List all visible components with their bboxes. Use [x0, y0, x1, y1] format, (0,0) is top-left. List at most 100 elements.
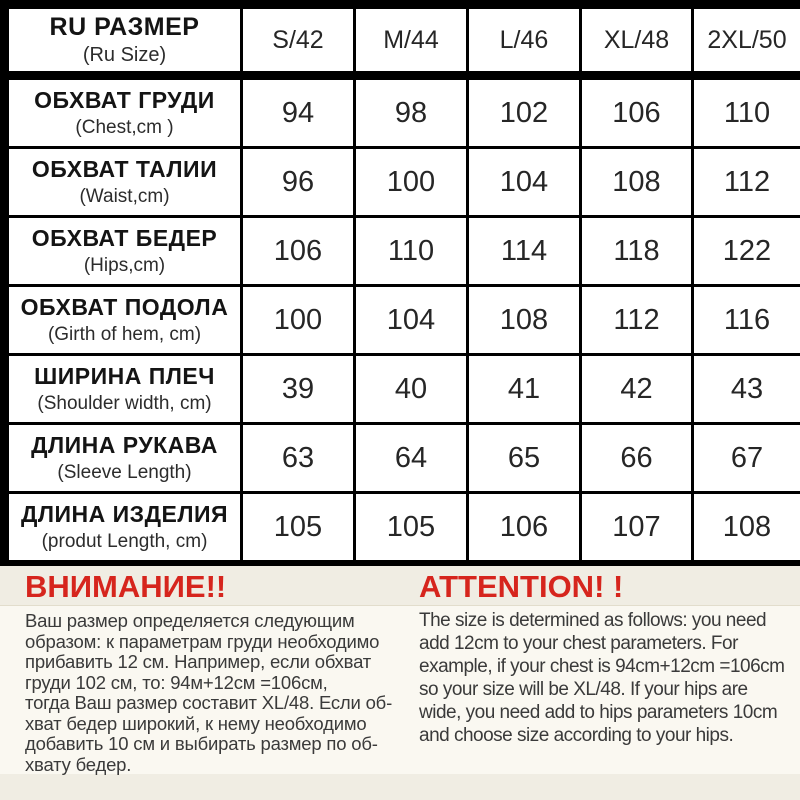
cell-value: 106	[273, 234, 323, 267]
cell-value: 108	[499, 303, 549, 336]
row-label-ru: ОБХВАТ ТАЛИИ	[31, 156, 218, 182]
cell-value: 104	[386, 303, 436, 336]
attention-heading-ru: ВНИМАНИЕ!!	[25, 569, 227, 604]
size-label: M/44	[383, 25, 439, 54]
value-cell: 105	[240, 491, 356, 568]
cell-value: 39	[281, 372, 315, 405]
size-column-header: XL/48	[579, 3, 694, 80]
table-row-sleeve: ДЛИНА РУКАВА (Sleeve Length) 63 64 65 66…	[3, 422, 800, 494]
row-label-cell: ОБХВАТ ТАЛИИ (Waist,cm)	[3, 146, 243, 218]
table-row-shoulder: ШИРИНА ПЛЕЧ (Shoulder width, cm) 39 40 4…	[3, 353, 800, 425]
size-column-header: L/46	[466, 3, 582, 80]
cell-value: 104	[499, 165, 549, 198]
table-row-hips: ОБХВАТ БЕДЕР (Hips,cm) 106 110 114 118 1…	[3, 215, 800, 287]
row-label-cell: ОБХВАТ ГРУДИ (Chest,cm )	[3, 74, 243, 149]
value-cell: 107	[579, 491, 694, 568]
row-label-cell: ОБХВАТ ПОДОЛА (Girth of hem, cm)	[3, 284, 243, 356]
value-cell: 116	[691, 284, 800, 356]
notes-section: ВНИМАНИЕ!! ATTENTION! ! Ваш размер опред…	[0, 566, 800, 800]
value-cell: 112	[579, 284, 694, 356]
value-cell: 100	[353, 146, 469, 218]
value-cell: 104	[466, 146, 582, 218]
value-cell: 41	[466, 353, 582, 425]
header-label-en: (Ru Size)	[82, 44, 167, 66]
value-cell: 108	[691, 491, 800, 568]
value-cell: 104	[353, 284, 469, 356]
cell-value: 106	[612, 96, 661, 129]
size-column-header: 2XL/50	[691, 3, 800, 80]
cell-value: 107	[612, 510, 661, 543]
value-cell: 40	[353, 353, 469, 425]
cell-value: 105	[386, 510, 436, 543]
row-label-en: (Girth of hem, cm)	[47, 324, 202, 345]
value-cell: 110	[691, 74, 800, 149]
value-cell: 105	[353, 491, 469, 568]
cell-value: 43	[730, 372, 764, 405]
row-label-ru: ОБХВАТ БЕДЕР	[31, 225, 218, 251]
size-column-header: S/42	[240, 3, 356, 80]
cell-value: 112	[613, 303, 660, 336]
header-label-cell: RU РАЗМЕР (Ru Size)	[3, 3, 243, 80]
row-label-en: (Waist,cm)	[79, 186, 170, 207]
row-label-en: (Shoulder width, cm)	[37, 393, 212, 414]
value-cell: 106	[240, 215, 356, 287]
row-label-cell: ОБХВАТ БЕДЕР (Hips,cm)	[3, 215, 243, 287]
value-cell: 106	[466, 491, 582, 568]
row-label-ru: ШИРИНА ПЛЕЧ	[34, 363, 215, 389]
cell-value: 114	[500, 234, 548, 267]
cell-value: 122	[722, 234, 772, 267]
value-cell: 96	[240, 146, 356, 218]
header-label-ru: RU РАЗМЕР	[49, 13, 200, 41]
size-label: S/42	[272, 25, 324, 54]
value-cell: 102	[466, 74, 582, 149]
cell-value: 63	[281, 441, 315, 474]
table-row-product-length: ДЛИНА ИЗДЕЛИЯ (produt Length, cm) 105 10…	[3, 491, 800, 568]
cell-value: 106	[499, 510, 549, 543]
value-cell: 110	[353, 215, 469, 287]
cell-value: 108	[722, 510, 772, 543]
row-label-cell: ШИРИНА ПЛЕЧ (Shoulder width, cm)	[3, 353, 243, 425]
value-cell: 94	[240, 74, 356, 149]
cell-value: 64	[394, 441, 428, 474]
cell-value: 66	[620, 441, 653, 474]
table-row-chest: ОБХВАТ ГРУДИ (Chest,cm ) 94 98 102 106 1…	[3, 74, 800, 149]
cell-value: 116	[723, 303, 771, 336]
sizing-instructions-en: The size is determined as follows: you n…	[419, 610, 785, 746]
value-cell: 106	[579, 74, 694, 149]
row-label-ru: ДЛИНА РУКАВА	[31, 432, 218, 458]
cell-value: 94	[281, 96, 315, 129]
size-label: L/46	[499, 25, 549, 54]
table-header-row: RU РАЗМЕР (Ru Size) S/42 M/44 L/46 XL/48…	[3, 3, 800, 80]
size-label: 2XL/50	[707, 25, 787, 54]
cell-value: 105	[273, 510, 323, 543]
row-label-ru: ДЛИНА ИЗДЕЛИЯ	[20, 501, 229, 527]
size-table: RU РАЗМЕР (Ru Size) S/42 M/44 L/46 XL/48…	[0, 0, 800, 572]
value-cell: 114	[466, 215, 582, 287]
cell-value: 65	[507, 441, 541, 474]
cell-value: 108	[612, 165, 661, 198]
cell-value: 100	[386, 165, 436, 198]
size-column-header: M/44	[353, 3, 469, 80]
cell-value: 98	[394, 96, 428, 129]
table-row-hem: ОБХВАТ ПОДОЛА (Girth of hem, cm) 100 104…	[3, 284, 800, 356]
cell-value: 102	[499, 96, 549, 129]
value-cell: 108	[466, 284, 582, 356]
cell-value: 41	[507, 372, 541, 405]
row-label-en: (Sleeve Length)	[57, 462, 192, 483]
row-label-en: (Chest,cm )	[75, 117, 174, 138]
table-row-waist: ОБХВАТ ТАЛИИ (Waist,cm) 96 100 104 108 1…	[3, 146, 800, 218]
cell-value: 96	[281, 165, 315, 198]
cell-value: 110	[387, 234, 435, 267]
cell-value: 118	[613, 234, 660, 267]
value-cell: 67	[691, 422, 800, 494]
cell-value: 112	[723, 165, 771, 198]
cell-value: 42	[620, 372, 653, 405]
row-label-ru: ОБХВАТ ГРУДИ	[34, 87, 215, 113]
value-cell: 39	[240, 353, 356, 425]
cell-value: 67	[730, 441, 764, 474]
value-cell: 63	[240, 422, 356, 494]
row-label-ru: ОБХВАТ ПОДОЛА	[20, 294, 229, 320]
value-cell: 98	[353, 74, 469, 149]
value-cell: 64	[353, 422, 469, 494]
